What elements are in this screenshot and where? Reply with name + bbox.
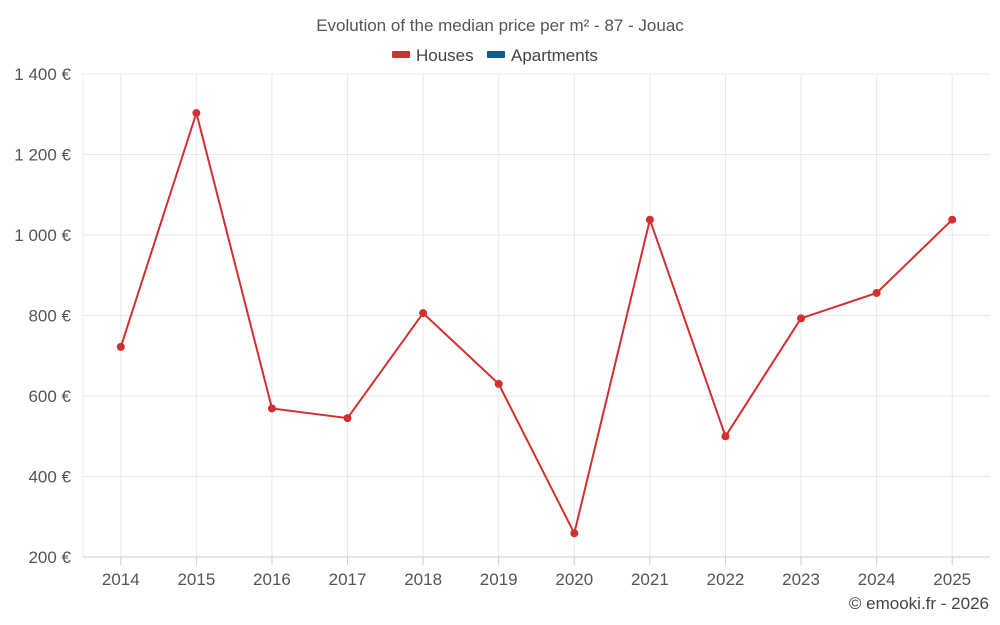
houses-point[interactable] [797,314,806,323]
x-tick-label: 2017 [329,570,367,589]
x-tick-label: 2021 [631,570,669,589]
houses-point[interactable] [872,288,881,297]
x-tick-label: 2014 [102,570,140,589]
houses-point[interactable] [116,342,125,351]
houses-point[interactable] [419,309,428,318]
houses-point[interactable] [721,432,730,441]
gridlines [82,73,990,557]
x-tick-label: 2025 [933,570,971,589]
x-tick-label: 2022 [707,570,745,589]
chart-title: Evolution of the median price per m² - 8… [316,16,684,35]
houses-point[interactable] [645,215,654,224]
houses-point[interactable] [192,109,201,118]
legend-swatch-apartments [487,51,505,58]
series-houses [116,109,957,538]
legend-label-apartments: Apartments [511,46,598,65]
x-tick-label: 2020 [555,570,593,589]
houses-line [119,109,953,537]
y-tick-label: 800 € [28,307,71,326]
y-axis-ticks: 200 € 400 € 600 € 800 € 1 000 € 1 200 € 1 400 … [14,65,71,567]
y-tick-label: 200 € [28,548,71,567]
credit-text: © emooki.fr - 2026 [849,594,989,613]
x-tick-label: 2015 [177,570,215,589]
y-tick-label: 1 200 € [14,146,71,165]
x-tick-label: 2023 [782,570,820,589]
x-axis-ticks: 2014 2015 2016 2017 2018 2019 2020 2021 2022 2023… [102,557,971,589]
houses-point[interactable] [494,379,503,388]
legend-item-apartments[interactable]: Apartments [487,46,598,65]
x-tick-label: 2019 [480,570,518,589]
houses-point[interactable] [343,414,352,423]
houses-point[interactable] [570,529,579,538]
legend-label-houses: Houses [416,46,474,65]
y-tick-label: 1 400 € [14,65,71,84]
x-tick-label: 2018 [404,570,442,589]
x-tick-label: 2024 [858,570,896,589]
houses-point[interactable] [948,215,957,224]
y-tick-label: 1 000 € [14,226,71,245]
legend-swatch-houses [392,51,410,58]
legend: Houses Apartments [392,46,598,65]
y-tick-label: 600 € [28,387,71,406]
x-tick-label: 2016 [253,570,291,589]
y-tick-label: 400 € [28,468,71,487]
legend-item-houses[interactable]: Houses [392,46,474,65]
houses-point[interactable] [267,404,276,413]
